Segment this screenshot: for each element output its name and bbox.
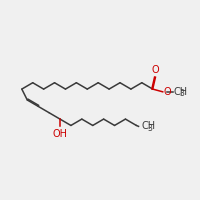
Text: OH: OH [52,129,68,139]
Text: 3: 3 [179,89,184,98]
Text: O: O [152,65,159,75]
Text: 3: 3 [148,124,153,133]
Text: CH: CH [142,121,156,131]
Text: CH: CH [174,87,188,97]
Text: O: O [164,87,171,97]
